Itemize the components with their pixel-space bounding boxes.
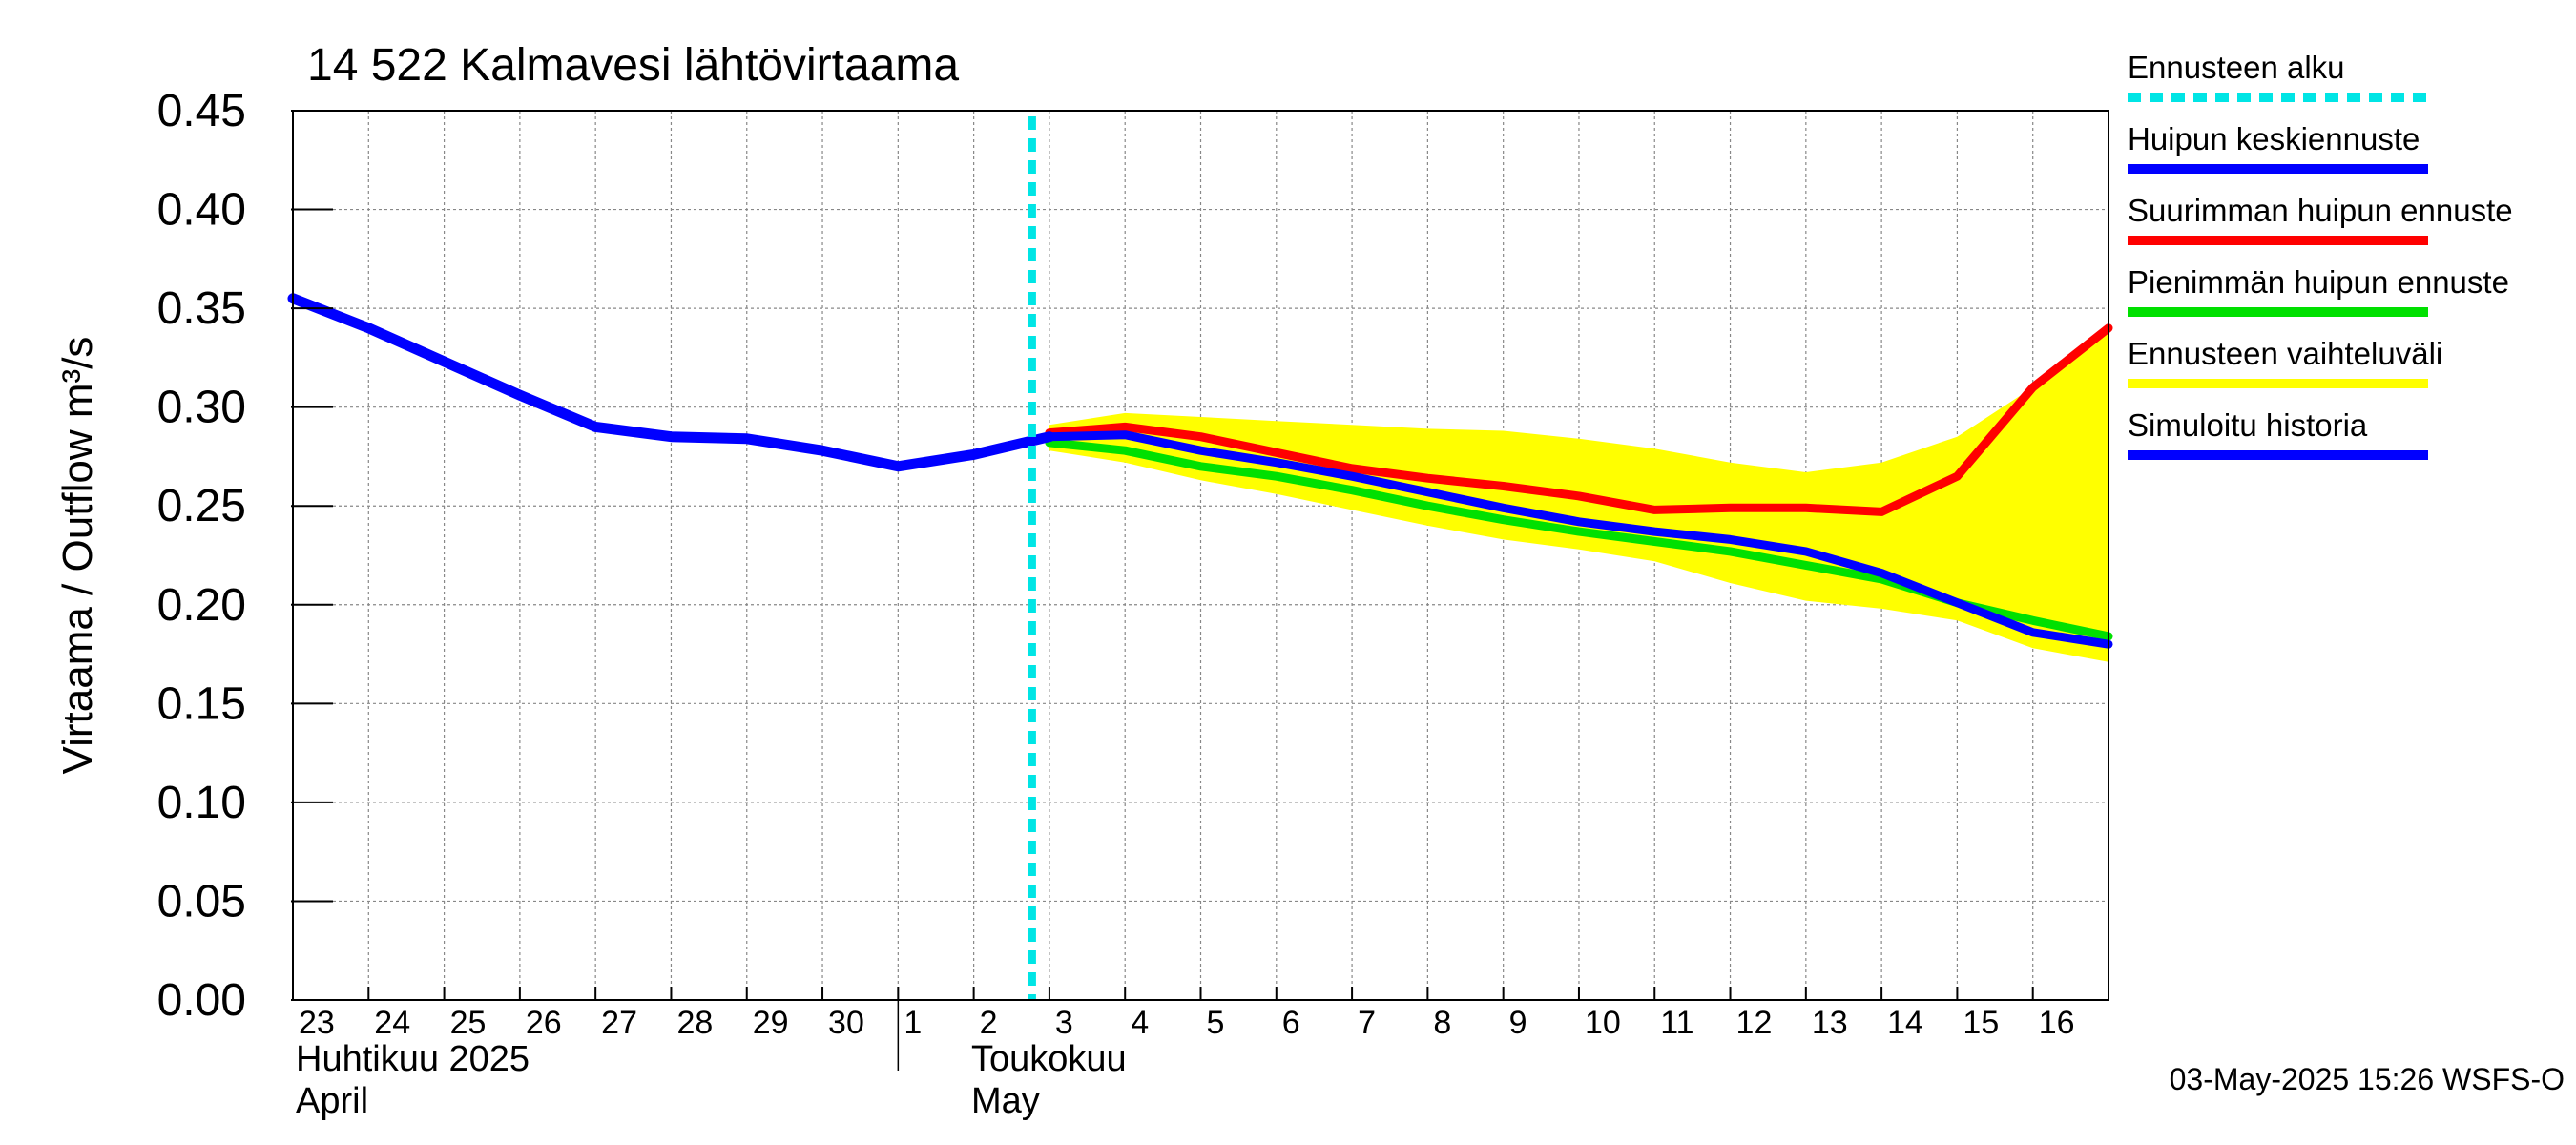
x-tick-label: 12 — [1736, 1005, 1773, 1041]
y-tick-label: 0.40 — [157, 185, 246, 236]
x-tick-label: 23 — [299, 1005, 335, 1041]
legend: Ennusteen alku Huipun keskiennuste Suurimm… — [2128, 50, 2513, 460]
chart-title: 14 522 Kalmavesi lähtövirtaama — [307, 40, 959, 91]
month-label-may-fi: Toukokuu — [971, 1039, 1127, 1079]
y-tick-label: 0.30 — [157, 383, 246, 433]
footer-timestamp: 03-May-2025 15:26 WSFS-O — [2170, 1062, 2565, 1096]
series-line-mean — [1045, 430, 2113, 649]
x-tick-label: 4 — [1131, 1005, 1149, 1041]
y-tick-label: 0.35 — [157, 283, 246, 334]
legend-label: Ennusteen vaihteluväli — [2128, 336, 2442, 371]
series-line-max — [1045, 323, 2113, 516]
x-tick-label: 27 — [601, 1005, 637, 1041]
x-tick-label: 9 — [1509, 1005, 1527, 1041]
y-axis-label: Virtaama / Outflow m³/s — [54, 337, 101, 775]
legend-label: Huipun keskiennuste — [2128, 121, 2420, 156]
x-tick-label: 14 — [1887, 1005, 1923, 1041]
legend-label: Ennusteen alku — [2128, 50, 2345, 85]
legend-label: Pienimmän huipun ennuste — [2128, 264, 2509, 300]
month-label-may-en: May — [971, 1081, 1040, 1121]
y-tick-label: 0.20 — [157, 580, 246, 631]
x-tick-label: 29 — [753, 1005, 789, 1041]
x-tick-label: 30 — [828, 1005, 864, 1041]
series-line-history — [287, 293, 1055, 472]
x-tick-label: 1 — [904, 1005, 922, 1041]
y-tick-label: 0.45 — [157, 86, 246, 136]
x-tick-label: 6 — [1282, 1005, 1300, 1041]
month-label-april-en: April — [296, 1081, 368, 1121]
x-tick-label: 10 — [1585, 1005, 1621, 1041]
x-tick-label: 13 — [1812, 1005, 1848, 1041]
series-lines — [287, 293, 2113, 649]
x-tick-label: 2 — [980, 1005, 998, 1041]
x-tick-label: 8 — [1433, 1005, 1451, 1041]
y-tick-label: 0.00 — [157, 975, 246, 1026]
x-tick-label: 11 — [1660, 1005, 1693, 1041]
y-tick-label: 0.15 — [157, 678, 246, 729]
x-tick-label: 24 — [374, 1005, 410, 1041]
legend-label: Simuloitu historia — [2128, 407, 2368, 443]
x-tick-label: 26 — [526, 1005, 562, 1041]
legend-label: Suurimman huipun ennuste — [2128, 193, 2513, 228]
y-tick-label: 0.10 — [157, 778, 246, 828]
y-tick-label: 0.05 — [157, 876, 246, 926]
month-label-april-fi: Huhtikuu 2025 — [296, 1039, 530, 1079]
x-tick-label: 5 — [1207, 1005, 1225, 1041]
y-axis: 0.00 0.05 0.10 0.15 0.20 0.25 0.30 0.35 0.40 0.45 — [157, 86, 333, 1026]
x-tick-label: 3 — [1055, 1005, 1073, 1041]
x-tick-label: 28 — [676, 1005, 713, 1041]
x-tick-label: 7 — [1358, 1005, 1376, 1041]
x-tick-label: 25 — [450, 1005, 487, 1041]
x-tick-label: 15 — [1963, 1005, 1999, 1041]
x-axis: 23 24 25 26 27 28 29 30 1 2 3 4 5 6 7 8 9 10 11 12 13 14 15 16 — [292, 987, 2109, 1071]
y-tick-label: 0.25 — [157, 481, 246, 531]
x-tick-label: 16 — [2039, 1005, 2075, 1041]
